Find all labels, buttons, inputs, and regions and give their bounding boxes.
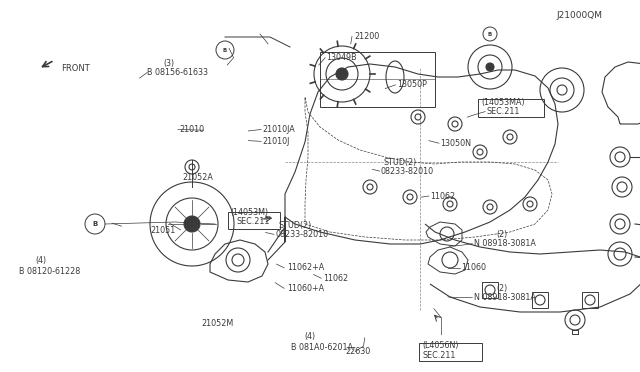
Text: N 08918-3081A: N 08918-3081A	[474, 293, 536, 302]
Text: (4): (4)	[304, 332, 315, 341]
Text: 13050P: 13050P	[397, 80, 427, 89]
Circle shape	[486, 63, 494, 71]
Text: 21052M: 21052M	[202, 319, 234, 328]
Text: 21010: 21010	[179, 125, 204, 134]
Text: (14053MA): (14053MA)	[481, 98, 525, 107]
Text: STUD(2): STUD(2)	[384, 158, 417, 167]
Text: (2): (2)	[496, 230, 508, 239]
Text: (14053M): (14053M)	[230, 208, 269, 217]
Text: SEC.211: SEC.211	[237, 217, 270, 226]
Text: (3): (3)	[163, 59, 174, 68]
Text: J21000QM: J21000QM	[557, 11, 603, 20]
Text: 11060: 11060	[461, 263, 486, 272]
Text: N 08918-3081A: N 08918-3081A	[474, 239, 536, 248]
Text: (4): (4)	[35, 256, 46, 265]
Text: 21200: 21200	[354, 32, 379, 41]
Text: 11062: 11062	[430, 192, 455, 201]
Circle shape	[336, 68, 348, 80]
Text: B: B	[92, 221, 98, 227]
Text: 11060+A: 11060+A	[287, 284, 324, 293]
Text: FRONT: FRONT	[61, 64, 90, 73]
Text: B 08120-61228: B 08120-61228	[19, 267, 81, 276]
Text: 08233-82010: 08233-82010	[275, 230, 328, 239]
Text: (L4056N): (L4056N)	[422, 341, 459, 350]
Text: B: B	[488, 32, 492, 36]
Text: SEC.211: SEC.211	[486, 107, 520, 116]
Text: 13050N: 13050N	[440, 139, 471, 148]
Text: SEC.211: SEC.211	[422, 351, 456, 360]
Text: 11062: 11062	[323, 274, 348, 283]
Text: 21052A: 21052A	[182, 173, 213, 182]
Text: STUD(2): STUD(2)	[278, 221, 312, 230]
Text: 22630: 22630	[346, 347, 371, 356]
Text: 08233-82010: 08233-82010	[381, 167, 434, 176]
Text: 21010JA: 21010JA	[262, 125, 295, 134]
Text: B 08156-61633: B 08156-61633	[147, 68, 208, 77]
Text: B 081A0-6201A-: B 081A0-6201A-	[291, 343, 356, 352]
Text: 13049B: 13049B	[326, 53, 357, 62]
Text: B: B	[223, 48, 227, 52]
Text: (2): (2)	[496, 284, 508, 293]
Circle shape	[184, 216, 200, 232]
Text: 21010J: 21010J	[262, 137, 290, 146]
Text: 21051: 21051	[150, 226, 175, 235]
Text: 11062+A: 11062+A	[287, 263, 324, 272]
